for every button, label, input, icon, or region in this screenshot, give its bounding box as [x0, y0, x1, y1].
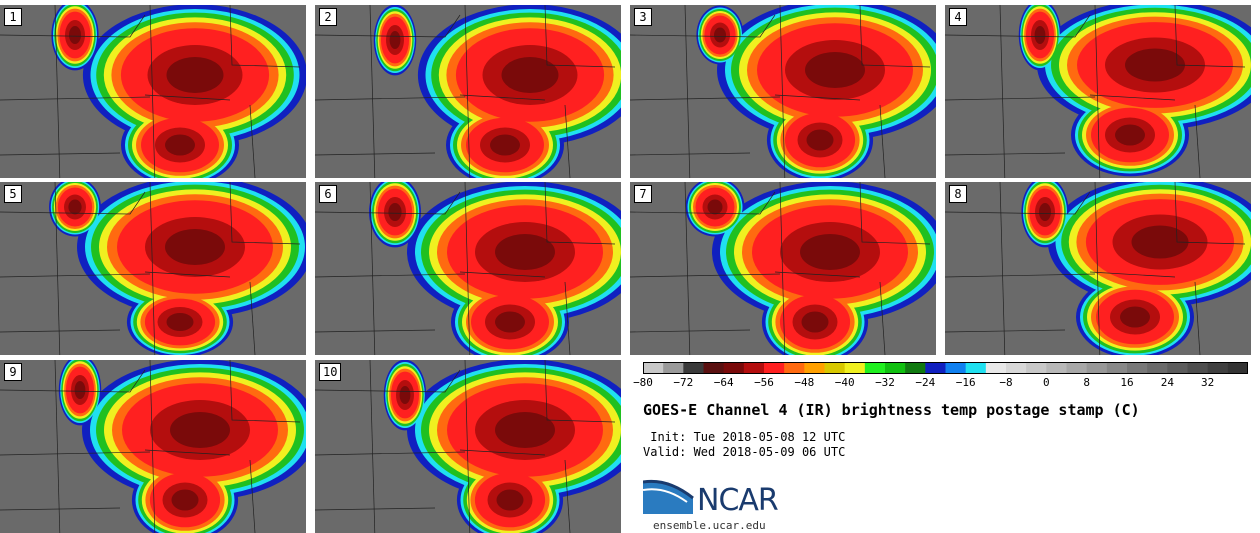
panel-number: 6: [319, 185, 337, 203]
map-panel-3: 3: [630, 5, 936, 178]
colorbar-swatch: [945, 362, 967, 374]
colorbar-swatch: [885, 362, 906, 374]
colorbar-swatch: [723, 362, 745, 374]
colorbar-tick-label: −40: [834, 376, 855, 389]
panel-number: 8: [949, 185, 967, 203]
colorbar-swatch: [965, 362, 987, 374]
colorbar-tick-label: 0: [1043, 376, 1050, 389]
ir-satellite-map: [0, 360, 306, 533]
panel-number: 2: [319, 8, 337, 26]
colorbar-tick-label: −56: [754, 376, 774, 389]
map-panel-1: 1: [0, 5, 306, 178]
map-panel-8: 8: [945, 182, 1251, 355]
colorbar-swatch: [1227, 362, 1248, 374]
colorbar-swatch: [703, 362, 725, 374]
colorbar-tick-label: −8: [999, 376, 1013, 389]
colorbar-swatch: [683, 362, 704, 374]
colorbar-swatch: [1147, 362, 1168, 374]
init-time: Init: Tue 2018-05-08 12 UTC: [643, 430, 846, 444]
map-panel-4: 4: [945, 5, 1251, 178]
map-panel-2: 2: [315, 5, 621, 178]
ir-satellite-map: [315, 182, 621, 355]
colorbar-swatch: [764, 362, 785, 374]
ir-satellite-map: [315, 5, 621, 178]
colorbar-swatch: [864, 362, 886, 374]
panel-number: 5: [4, 185, 22, 203]
colorbar-swatch: [1086, 362, 1108, 374]
map-panel-6: 6: [315, 182, 621, 355]
colorbar-tick-label: −32: [875, 376, 895, 389]
colorbar-tick-label: −16: [955, 376, 976, 389]
colorbar-swatch: [1127, 362, 1148, 374]
colorbar-tick-label: 24: [1160, 376, 1174, 389]
colorbar-tick-label: −48: [794, 376, 815, 389]
colorbar-swatch: [804, 362, 825, 374]
ncar-logo: [643, 479, 694, 514]
colorbar-swatch: [1187, 362, 1209, 374]
ir-satellite-map: [630, 182, 936, 355]
colorbar-ticks: −80 −72 −64 −56 −48 −40 −32 −24 −16 −8 0 8 16 24 32: [633, 376, 1248, 392]
colorbar-swatch: [905, 362, 926, 374]
colorbar-swatch: [1046, 362, 1067, 374]
colorbar-swatch: [1006, 362, 1027, 374]
colorbar-swatch: [844, 362, 866, 374]
colorbar-tick-label: −80: [633, 376, 653, 389]
ir-satellite-map: [315, 360, 621, 533]
map-panel-10: 10: [315, 360, 621, 533]
colorbar-swatch: [1106, 362, 1128, 374]
colorbar-tick-label: −64: [713, 376, 734, 389]
colorbar-swatch: [743, 362, 765, 374]
ir-satellite-map: [0, 5, 306, 178]
colorbar-tick-label: −72: [673, 376, 694, 389]
colorbar-swatch: [824, 362, 846, 374]
colorbar-tick-label: −24: [915, 376, 936, 389]
ir-satellite-map: [945, 5, 1251, 178]
site-url: ensemble.ucar.edu: [653, 519, 766, 532]
panel-number: 1: [4, 8, 22, 26]
panel-number: 9: [4, 363, 22, 381]
colorbar-tick-label: 16: [1120, 376, 1134, 389]
ncar-logo-text: NCAR: [697, 483, 779, 518]
colorbar-swatch: [925, 362, 946, 374]
map-panel-7: 7: [630, 182, 936, 355]
colorbar-swatch: [663, 362, 684, 374]
ir-satellite-map: [945, 182, 1251, 355]
colorbar-swatch: [643, 362, 664, 374]
map-panel-9: 9: [0, 360, 306, 533]
colorbar-tick-label: 32: [1201, 376, 1215, 389]
map-panel-5: 5: [0, 182, 306, 355]
colorbar-swatch: [784, 362, 805, 374]
panel-number: 3: [634, 8, 652, 26]
ir-satellite-map: [0, 182, 306, 355]
valid-time: Valid: Wed 2018-05-09 06 UTC: [643, 445, 846, 459]
colorbar-swatch: [1167, 362, 1188, 374]
colorbar: [643, 362, 1248, 374]
colorbar-swatch: [985, 362, 1007, 374]
panel-number: 4: [949, 8, 967, 26]
colorbar-swatch: [1026, 362, 1047, 374]
panel-number: 7: [634, 185, 652, 203]
colorbar-tick-label: 8: [1083, 376, 1090, 389]
panel-number: 10: [319, 363, 342, 381]
figure-title: GOES-E Channel 4 (IR) brightness temp po…: [643, 401, 1140, 419]
colorbar-swatch: [1207, 362, 1229, 374]
ir-satellite-map: [630, 5, 936, 178]
colorbar-swatch: [1066, 362, 1088, 374]
